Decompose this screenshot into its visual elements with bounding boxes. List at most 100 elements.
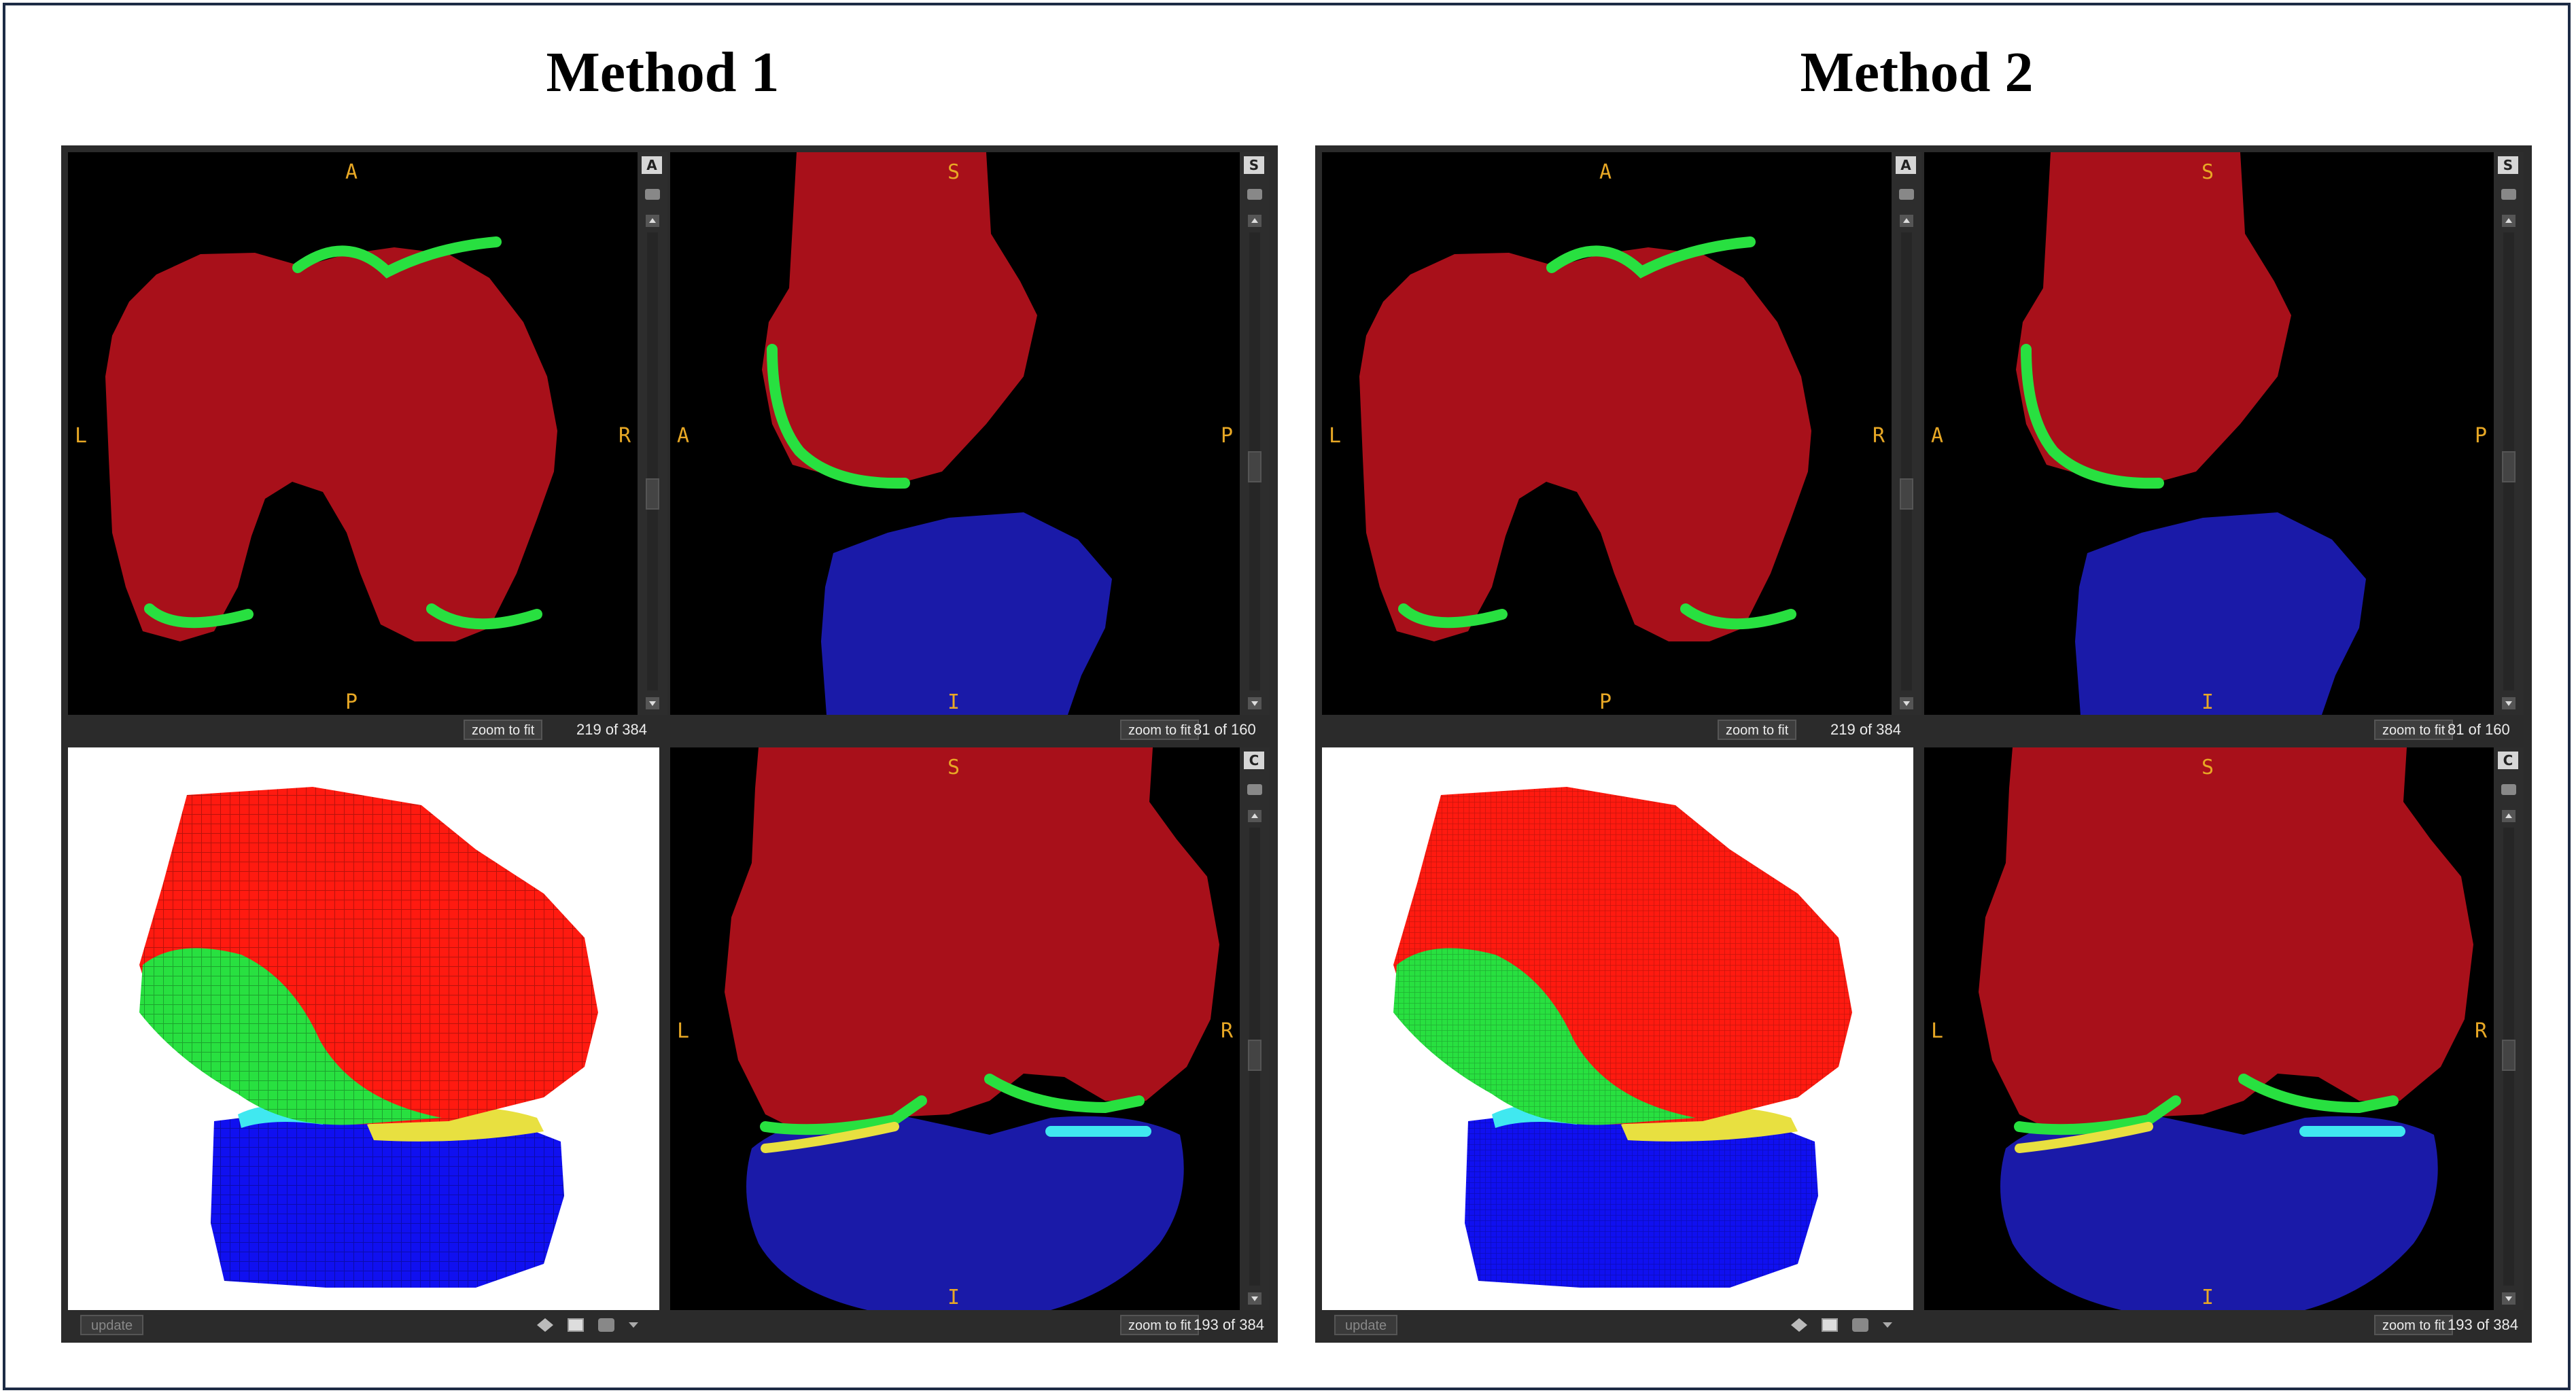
axial-view[interactable]: A P L R xyxy=(1322,152,1892,715)
scroll-up-arrow-icon[interactable] xyxy=(1900,215,1913,227)
slice-counter: 193 of 384 xyxy=(1194,1316,1264,1333)
tibia-sagittal xyxy=(2075,512,2366,715)
orientation-top: S xyxy=(947,160,960,184)
orientation-right: R xyxy=(619,424,631,448)
coronal-slice-image xyxy=(1979,747,2473,1310)
slice-scroll-thumb[interactable] xyxy=(2502,1040,2516,1071)
sagittal-sidebar: S xyxy=(2494,152,2524,715)
camera-icon[interactable] xyxy=(1899,189,1914,200)
coronal-view-badge[interactable]: C xyxy=(2498,752,2518,769)
scroll-down-arrow-icon[interactable] xyxy=(1248,697,1261,709)
layout-icon[interactable] xyxy=(537,1318,553,1332)
slice-counter: 81 of 160 xyxy=(2448,721,2510,738)
cartilage-coronal-medial xyxy=(2238,1074,2399,1114)
axial-sidebar: A xyxy=(1892,152,1921,715)
tibia-sagittal xyxy=(821,512,1112,715)
sagittal-bottom-bar: zoom to fit 81 of 160 xyxy=(670,715,1270,745)
camera-icon[interactable] xyxy=(2501,784,2516,795)
camera-icon[interactable] xyxy=(1852,1318,1868,1332)
orientation-top: A xyxy=(1599,160,1612,184)
zoom-to-fit-button[interactable]: zoom to fit xyxy=(2374,720,2454,740)
layout-icon[interactable] xyxy=(1791,1318,1807,1332)
3d-view-icon[interactable] xyxy=(1822,1318,1838,1332)
cartilage-sagittal xyxy=(2021,344,2164,489)
scroll-down-arrow-icon[interactable] xyxy=(2502,1292,2516,1305)
orientation-left: L xyxy=(1329,424,1342,448)
coronal-view[interactable]: S I L R xyxy=(1924,747,2494,1310)
scroll-up-arrow-icon[interactable] xyxy=(1248,215,1261,227)
update-button[interactable]: update xyxy=(1334,1315,1398,1335)
zoom-to-fit-button[interactable]: zoom to fit xyxy=(464,720,543,740)
chevron-down-icon[interactable] xyxy=(629,1322,638,1328)
slice-counter: 219 of 384 xyxy=(576,721,647,738)
slice-counter: 193 of 384 xyxy=(2448,1316,2518,1333)
slice-scroll-thumb[interactable] xyxy=(1248,451,1261,482)
3d-render-view[interactable] xyxy=(68,747,659,1310)
femur-coronal xyxy=(725,747,1219,1131)
slice-scroll-thumb[interactable] xyxy=(2502,451,2516,482)
slice-scroll-thumb[interactable] xyxy=(1900,478,1913,510)
scroll-down-arrow-icon[interactable] xyxy=(1248,1292,1261,1305)
cartilage-3d xyxy=(139,948,442,1125)
orientation-bottom: I xyxy=(947,1286,960,1309)
camera-icon[interactable] xyxy=(2501,189,2516,200)
orientation-top: A xyxy=(345,160,358,184)
orientation-bottom: I xyxy=(2201,690,2214,714)
femur-sagittal xyxy=(2016,152,2291,482)
3d-view-icon[interactable] xyxy=(568,1318,584,1332)
sagittal-view-badge[interactable]: S xyxy=(1244,156,1264,174)
figure-border xyxy=(3,3,2571,1390)
orientation-bottom: P xyxy=(1599,690,1612,714)
axial-view-badge[interactable]: A xyxy=(642,156,662,174)
axial-view[interactable]: A P L R xyxy=(68,152,638,715)
cartilage-axial-anterior xyxy=(292,236,502,279)
scroll-down-arrow-icon[interactable] xyxy=(1900,697,1913,709)
sagittal-view[interactable]: S I A P xyxy=(670,152,1240,715)
axial-sidebar: A xyxy=(638,152,667,715)
cartilage-sagittal xyxy=(767,344,910,489)
camera-icon[interactable] xyxy=(598,1318,614,1332)
3d-render-view[interactable] xyxy=(1322,747,1913,1310)
scroll-up-arrow-icon[interactable] xyxy=(2502,810,2516,822)
orientation-right: P xyxy=(1221,424,1234,448)
scroll-down-arrow-icon[interactable] xyxy=(646,697,659,709)
orientation-top: S xyxy=(2201,756,2214,779)
method-1-viewer: A P L R A zoom to fit 219 of 384 S I A P… xyxy=(61,145,1278,1343)
axial-bottom-bar: zoom to fit 219 of 384 xyxy=(68,715,667,745)
update-button[interactable]: update xyxy=(80,1315,144,1335)
meniscus-coronal-lateral xyxy=(2015,1122,2153,1153)
camera-icon[interactable] xyxy=(1247,189,1262,200)
scroll-up-arrow-icon[interactable] xyxy=(2502,215,2516,227)
orientation-bottom: I xyxy=(947,690,960,714)
coronal-view-badge[interactable]: C xyxy=(1244,752,1264,769)
orientation-left: L xyxy=(1931,1019,1944,1043)
cartilage-axial-lateral xyxy=(144,603,254,629)
orientation-left: A xyxy=(1931,424,1944,448)
camera-icon[interactable] xyxy=(645,189,660,200)
slice-scroll-thumb[interactable] xyxy=(646,478,659,510)
sagittal-view[interactable]: S I A P xyxy=(1924,152,2494,715)
coronal-bottom-bar: zoom to fit 193 of 384 xyxy=(670,1310,1270,1340)
zoom-to-fit-button[interactable]: zoom to fit xyxy=(1718,720,1797,740)
cartilage-coronal-lateral xyxy=(2014,1095,2181,1135)
cartilage-axial-medial xyxy=(426,603,542,630)
coronal-sidebar: C xyxy=(2494,747,2524,1310)
slice-counter: 81 of 160 xyxy=(1194,721,1256,738)
scroll-down-arrow-icon[interactable] xyxy=(2502,697,2516,709)
axial-view-badge[interactable]: A xyxy=(1896,156,1916,174)
sagittal-view-badge[interactable]: S xyxy=(2498,156,2518,174)
zoom-to-fit-button[interactable]: zoom to fit xyxy=(1120,720,1200,740)
camera-icon[interactable] xyxy=(1247,784,1262,795)
slice-scroll-thumb[interactable] xyxy=(1248,1040,1261,1071)
orientation-right: R xyxy=(2475,1019,2488,1043)
chevron-down-icon[interactable] xyxy=(1883,1322,1892,1328)
coronal-view[interactable]: S I L R xyxy=(670,747,1240,1310)
zoom-to-fit-button[interactable]: zoom to fit xyxy=(2374,1315,2454,1335)
3d-surface-render xyxy=(1393,787,1852,1288)
scroll-up-arrow-icon[interactable] xyxy=(1248,810,1261,822)
scroll-up-arrow-icon[interactable] xyxy=(646,215,659,227)
3d-surface-render xyxy=(139,787,598,1288)
slice-scrollbar[interactable] xyxy=(647,232,658,690)
slice-scrollbar[interactable] xyxy=(1901,232,1912,690)
zoom-to-fit-button[interactable]: zoom to fit xyxy=(1120,1315,1200,1335)
